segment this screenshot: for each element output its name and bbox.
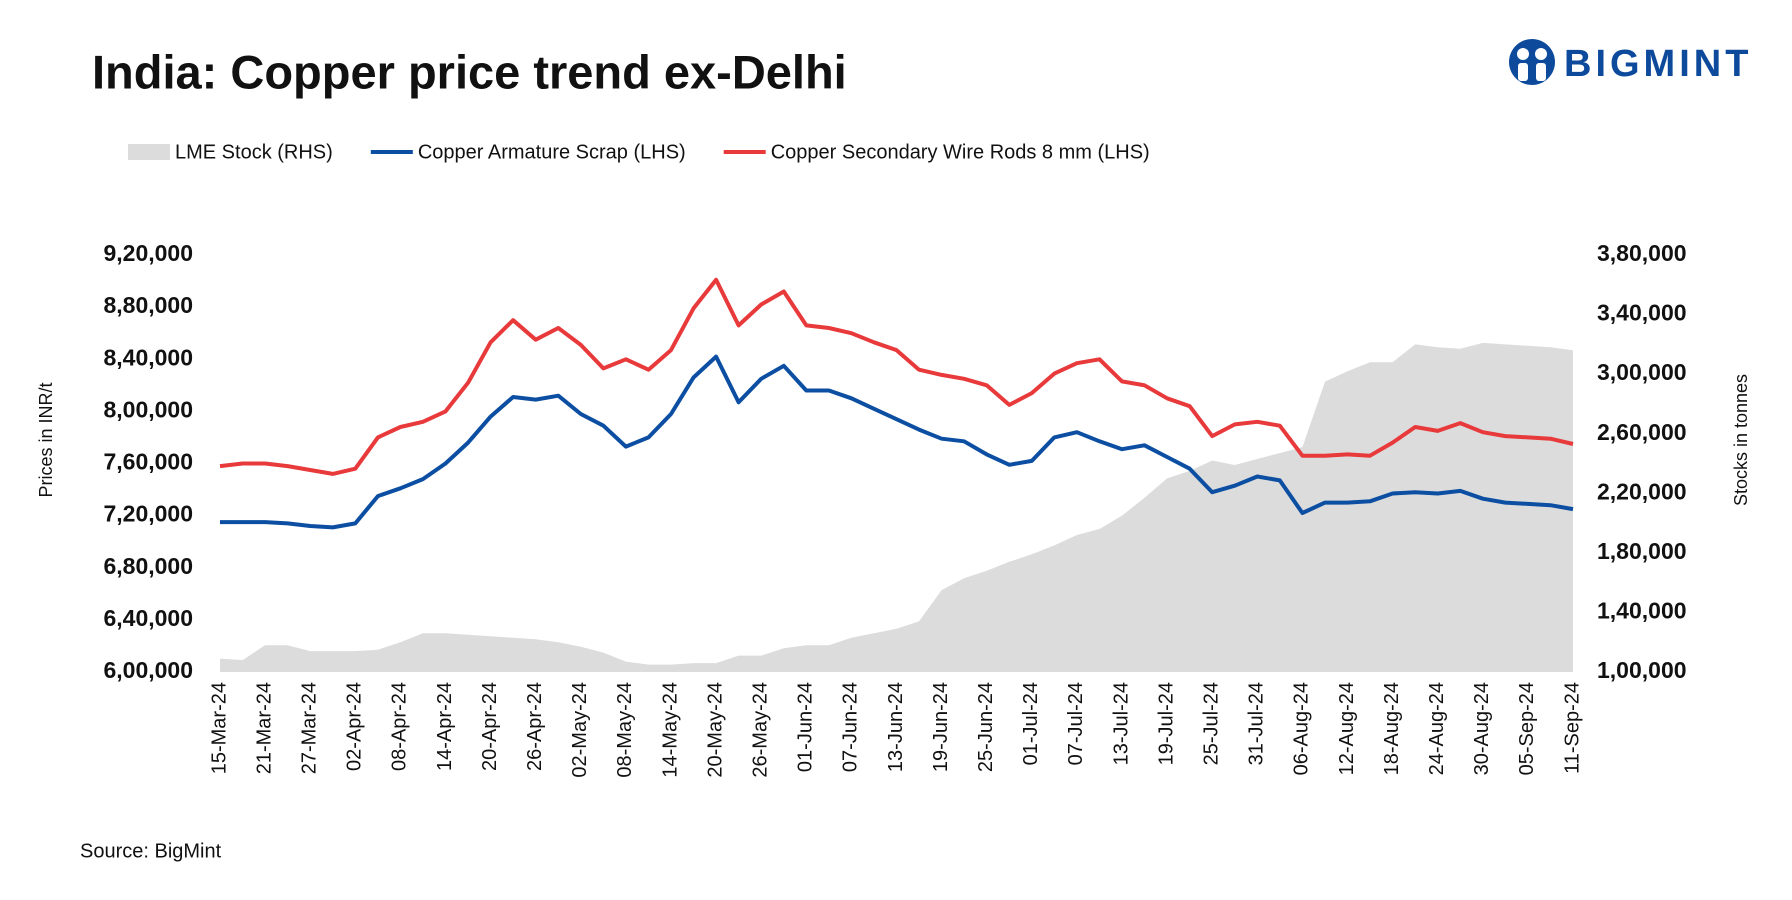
- legend-label: Copper Armature Scrap (LHS): [418, 141, 686, 163]
- x-tick-label: 31-Jul-24: [1246, 682, 1268, 765]
- source: Source: BigMint: [80, 840, 222, 862]
- x-tick-label: 14-May-24: [659, 682, 681, 778]
- y2-tick-label: 2,60,000: [1597, 419, 1687, 445]
- x-tick-label: 21-Mar-24: [253, 682, 275, 774]
- x-tick-label: 19-Jul-24: [1155, 682, 1177, 765]
- logo-text: BIGMINT: [1564, 43, 1752, 85]
- y2-tick-label: 2,20,000: [1597, 478, 1687, 504]
- y2-tick-label: 1,80,000: [1597, 538, 1687, 564]
- logo-icon-body: [1518, 63, 1528, 81]
- y-tick-label: 8,00,000: [103, 396, 193, 422]
- y-tick-label: 7,60,000: [103, 449, 193, 475]
- x-tick-label: 07-Jul-24: [1065, 682, 1087, 765]
- x-tick-label: 01-Jul-24: [1020, 682, 1042, 765]
- legend-swatch: [128, 144, 170, 160]
- y-tick-label: 6,00,000: [103, 657, 193, 683]
- x-tick-label: 12-Aug-24: [1336, 682, 1358, 775]
- x-tick-label: 08-May-24: [614, 682, 636, 778]
- line: [220, 354, 1574, 530]
- x-tick-label: 13-Jun-24: [885, 682, 907, 772]
- x-tick-label: 20-May-24: [704, 682, 726, 778]
- area: [220, 342, 1573, 672]
- y-tick-label: 6,40,000: [103, 605, 193, 631]
- x-tick-label: 07-Jun-24: [840, 682, 862, 772]
- x-tick-label: 26-Apr-24: [524, 682, 546, 771]
- x-tick-label: 27-Mar-24: [298, 682, 320, 774]
- logo: BIGMINT: [1509, 39, 1752, 85]
- x-tick-label: 02-May-24: [569, 682, 591, 778]
- x-tick-label: 06-Aug-24: [1291, 682, 1313, 775]
- y-axis-title: Prices in INR/t: [36, 382, 56, 497]
- y2-tick-label: 3,40,000: [1597, 300, 1687, 326]
- x-tick-label: 05-Sep-24: [1516, 682, 1538, 775]
- logo-icon: [1509, 39, 1555, 85]
- x-tick-label: 25-Jun-24: [975, 682, 997, 772]
- x-tick-label: 14-Apr-24: [434, 682, 456, 771]
- legend-label: Copper Secondary Wire Rods 8 mm (LHS): [771, 141, 1150, 163]
- y2-tick-label: 3,80,000: [1597, 240, 1687, 266]
- x-tick-label: 02-Apr-24: [344, 682, 366, 771]
- x-tick-label: 20-Apr-24: [479, 682, 501, 771]
- plot-area: [219, 277, 1574, 672]
- y2-tick-label: 1,40,000: [1597, 598, 1687, 624]
- y-tick-label: 6,80,000: [103, 553, 193, 579]
- x-tick-label: 13-Jul-24: [1110, 682, 1132, 765]
- x-tick-label: 18-Aug-24: [1381, 682, 1403, 775]
- x-tick-label: 25-Jul-24: [1200, 682, 1222, 765]
- x-tick-label: 26-May-24: [749, 682, 771, 778]
- line: [219, 277, 1574, 476]
- y2-axis-title: Stocks in tonnes: [1731, 374, 1751, 506]
- y2-tick-label: 3,00,000: [1597, 359, 1687, 385]
- x-tick-label: 30-Aug-24: [1471, 682, 1493, 775]
- legend-label: LME Stock (RHS): [175, 141, 333, 163]
- x-tick-label: 24-Aug-24: [1426, 682, 1448, 775]
- y2-tick-label: 1,00,000: [1597, 657, 1687, 683]
- logo-icon-head: [1517, 48, 1529, 60]
- y-tick-label: 7,20,000: [103, 501, 193, 527]
- x-tick-label: 11-Sep-24: [1561, 682, 1583, 774]
- x-tick-label: 15-Mar-24: [208, 682, 230, 774]
- x-tick-label: 19-Jun-24: [930, 682, 952, 772]
- logo-icon-head: [1535, 48, 1547, 60]
- y-tick-label: 9,20,000: [103, 240, 193, 266]
- chart-title: India: Copper price trend ex-Delhi: [92, 45, 847, 98]
- x-tick-label: 08-Apr-24: [389, 682, 411, 771]
- x-tick-label: 01-Jun-24: [795, 682, 817, 772]
- logo-icon-body: [1536, 63, 1546, 81]
- y-tick-label: 8,80,000: [103, 292, 193, 318]
- y-tick-label: 8,40,000: [103, 344, 193, 370]
